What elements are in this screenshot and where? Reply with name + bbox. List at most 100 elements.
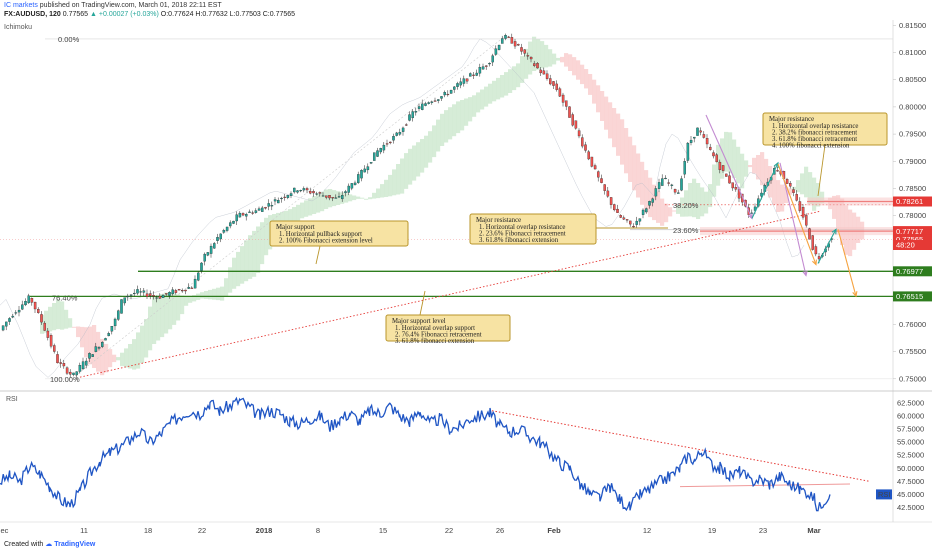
candle-body (286, 195, 290, 198)
ichimoku-lines (0, 38, 805, 378)
kumo-segment (736, 146, 741, 184)
candle-body (632, 226, 635, 228)
candle-body (133, 292, 136, 295)
candle-body (817, 256, 821, 260)
annotation-line: 1. Horizontal overlap resistance (479, 224, 565, 231)
candle-body (126, 295, 130, 298)
candle-body (600, 178, 603, 183)
kumo-segment (356, 196, 361, 199)
kumo-segment (672, 210, 677, 212)
candle-body (81, 361, 85, 370)
kumo-segment (676, 204, 681, 214)
candle-body (437, 99, 440, 101)
kumo-segment (332, 190, 337, 207)
candle-body (69, 371, 72, 375)
time-tick-label: ec (1, 526, 9, 535)
candle-body (629, 220, 632, 225)
candle-body (664, 177, 667, 180)
candle-body (357, 174, 360, 183)
kumo-segment (76, 326, 81, 338)
candle-body (398, 132, 402, 135)
candle-body (715, 154, 718, 163)
footer-brand[interactable]: TradingView (54, 541, 96, 548)
candle-body (718, 161, 722, 170)
fib-diagonal (74, 35, 506, 377)
candle-body (225, 226, 229, 231)
candle-body (705, 138, 709, 145)
candle-body (120, 299, 123, 314)
candle-body (459, 81, 462, 86)
kumo-segment (228, 267, 233, 293)
candle-body (603, 184, 606, 191)
rising-trendline (79, 210, 821, 378)
rsi-trendline (679, 483, 851, 488)
kumo-segment (592, 79, 597, 104)
candle-body (558, 88, 562, 97)
kumo-segment (652, 184, 657, 221)
kumo-segment (112, 354, 117, 363)
kumo-segment (424, 135, 429, 168)
kumo-segment (208, 289, 213, 300)
time-axis[interactable]: ec 11 18 22 2018 8 15 22 26 Feb 12 19 23 Mar (1, 526, 821, 535)
kumo-segment (648, 177, 653, 218)
kumo-segment (772, 173, 777, 205)
kumo-segment (88, 326, 93, 365)
kumo-segment (800, 173, 805, 195)
candle-body (577, 130, 581, 137)
kumo-segment (344, 193, 349, 203)
kumo-segment (64, 309, 69, 329)
kumo-segment (444, 110, 449, 143)
kumo-segment (408, 148, 413, 185)
projection-down-1 (777, 163, 817, 265)
indicator-label[interactable]: Ichimoku (4, 24, 33, 31)
candle-body (241, 213, 245, 216)
candle-body (478, 67, 482, 74)
kumo-segment (376, 188, 381, 199)
kumo-segment (172, 293, 177, 325)
rsi-panel-label[interactable]: RSI (6, 396, 18, 403)
rsi-tick-label: 55.0000 (897, 438, 924, 447)
rsi-tick-label: 62.5000 (897, 398, 924, 407)
candle-body (667, 182, 670, 184)
candle-body (619, 215, 622, 218)
candle-body (568, 106, 571, 118)
kumo-segment (836, 195, 841, 232)
kumo-segment (584, 69, 589, 89)
tradingview-logo-icon: ☁ (45, 541, 53, 548)
candle-body (238, 212, 242, 218)
candle-body (449, 89, 453, 94)
kumo-segment (136, 332, 141, 369)
candle-body (43, 322, 46, 331)
candle-body (536, 63, 539, 69)
fib-label: 0.00% (58, 35, 80, 44)
candle-body (117, 310, 120, 320)
kumo-segment (692, 178, 697, 218)
candle-body (366, 166, 370, 171)
kijun-line (0, 38, 805, 378)
candle-body (136, 289, 139, 294)
candle-body (235, 214, 238, 222)
candle-body (481, 66, 485, 70)
kumo-segment (364, 198, 369, 200)
candle-body (17, 309, 21, 313)
candle-body (395, 132, 398, 136)
price-tick-label: 0.76000 (899, 320, 926, 329)
kumo-segment (148, 306, 153, 351)
candle-body (21, 304, 24, 310)
time-tick-label: 15 (379, 526, 387, 535)
kumo-segment (200, 292, 205, 299)
wave-arrow-1 (705, 114, 753, 219)
kumo-segment (472, 95, 477, 117)
kumo-segment (512, 66, 517, 91)
candle-body (161, 295, 165, 298)
candle-body (299, 190, 302, 192)
author-link[interactable]: IC markets (4, 2, 38, 9)
projection-down-2-head (852, 291, 858, 298)
kumo-segment (452, 104, 457, 137)
